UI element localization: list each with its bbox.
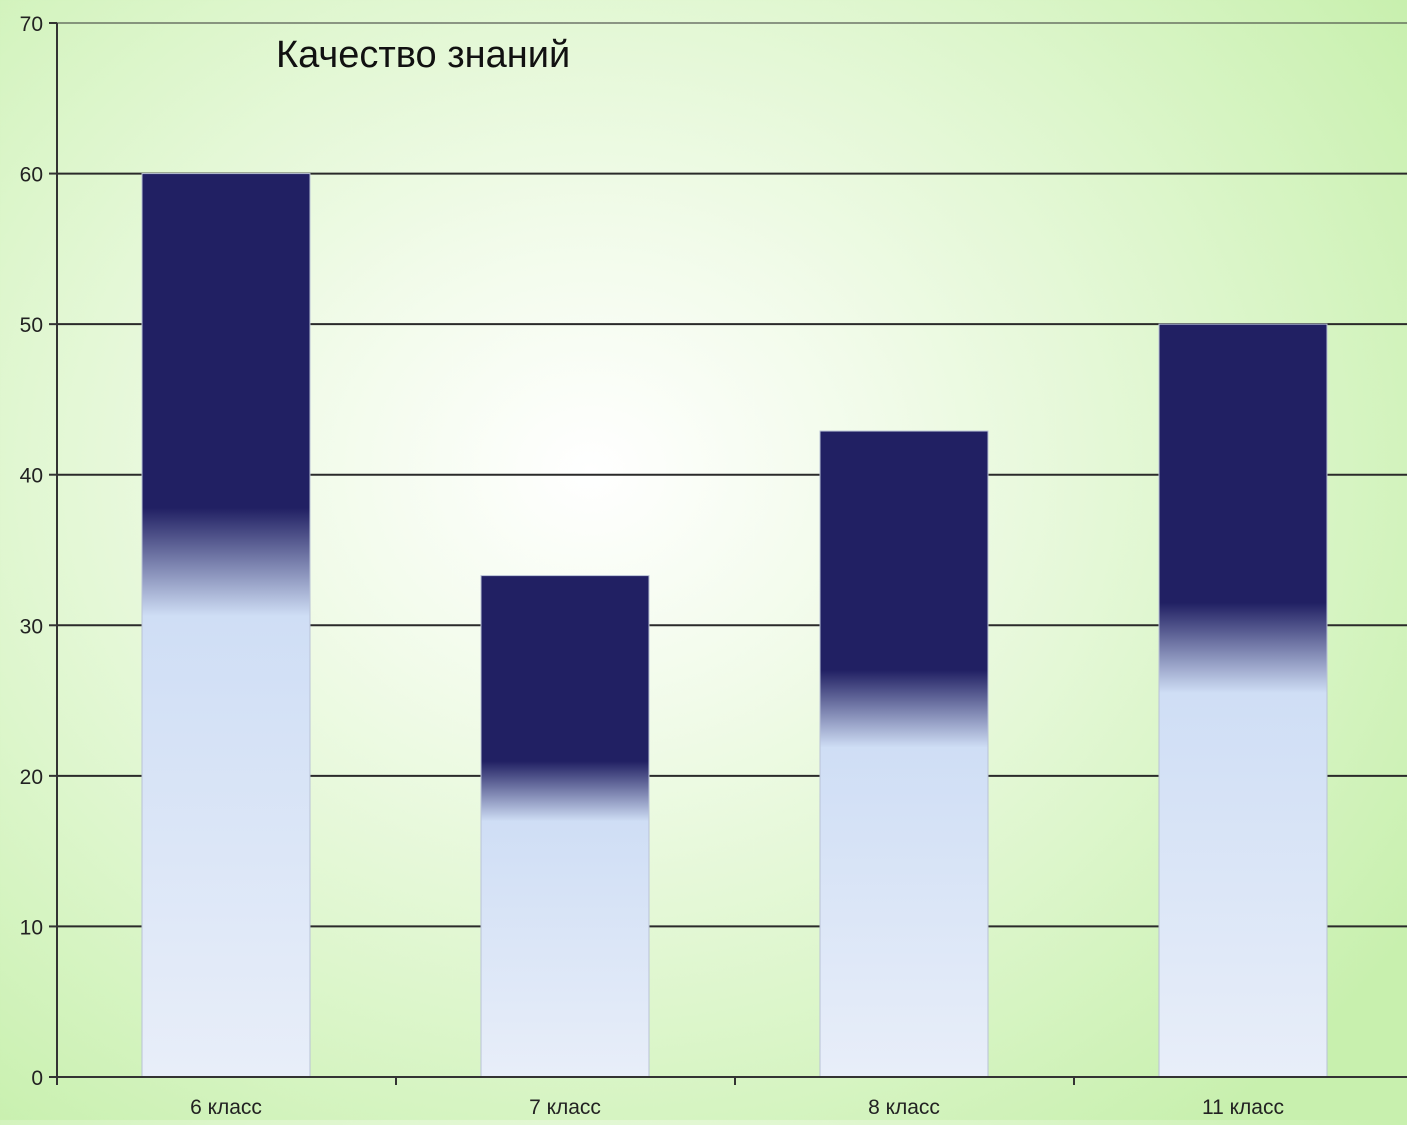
bar — [141, 173, 311, 1078]
tick-labels: 0 10 20 30 40 50 60 70 6 класс 7 класс 8 класс 11 к… — [20, 13, 1284, 1119]
bars — [141, 173, 1328, 1078]
y-tick-label: 0 — [31, 1067, 43, 1090]
bar — [819, 430, 989, 1078]
bar — [480, 575, 650, 1078]
y-tick-label: 20 — [20, 766, 43, 789]
x-tick-label: 11 класс — [1202, 1096, 1284, 1119]
x-tick-label: 8 класс — [868, 1096, 940, 1119]
y-tick-label: 30 — [20, 615, 43, 638]
y-tick-label: 10 — [20, 916, 43, 939]
bar — [1158, 323, 1328, 1078]
x-tick-label: 6 класс — [190, 1096, 262, 1119]
y-tick-label: 60 — [20, 164, 43, 187]
y-tick-label: 50 — [20, 314, 43, 337]
axes — [49, 22, 1407, 1085]
x-tick-label: 7 класс — [529, 1096, 601, 1119]
chart-title: Качество знаний — [276, 34, 570, 76]
y-tick-label: 40 — [20, 465, 43, 488]
y-tick-label: 70 — [20, 13, 43, 36]
